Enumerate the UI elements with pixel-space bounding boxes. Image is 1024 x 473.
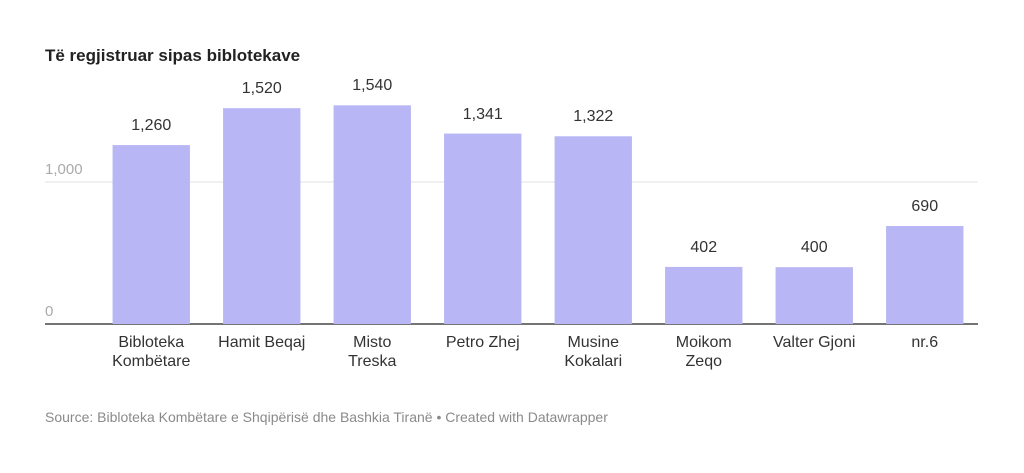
bar [333, 105, 411, 324]
value-label: 1,322 [573, 108, 614, 126]
chart-title: Të regjistruar sipas biblotekave [45, 46, 301, 65]
value-label: 402 [690, 238, 718, 256]
value-label: 690 [911, 198, 939, 216]
bar [223, 108, 301, 324]
bar [886, 226, 964, 324]
y-tick-label: 1,000 [45, 161, 83, 178]
bar [775, 267, 853, 324]
source: Source: Bibloteka Kombëtare e Shqipërisë… [45, 409, 608, 425]
value-label: 400 [800, 239, 828, 257]
bar [444, 133, 522, 324]
x-tick-label: Valter Gjoni [773, 334, 856, 351]
value-label: 1,341 [462, 105, 503, 123]
x-tick-label: Hamit Beqaj [218, 334, 306, 351]
x-tick-label: Bibloteka Kombëtare [112, 334, 191, 370]
value-label: 1,540 [352, 77, 393, 95]
x-tick-label: Petro Zhej [445, 334, 520, 351]
value-label: 1,520 [241, 80, 282, 98]
y-tick-label: 0 [45, 303, 54, 320]
bar [665, 266, 743, 324]
bar [112, 145, 190, 324]
x-tick-label: nr.6 [911, 334, 939, 351]
x-tick-label: Misto Treska [348, 334, 397, 370]
x-tick-label: Musine Kokalari [564, 334, 623, 370]
x-tick-label: Moikom Zeqo [675, 334, 732, 370]
value-label: 1,260 [131, 117, 172, 135]
bar [554, 136, 632, 324]
